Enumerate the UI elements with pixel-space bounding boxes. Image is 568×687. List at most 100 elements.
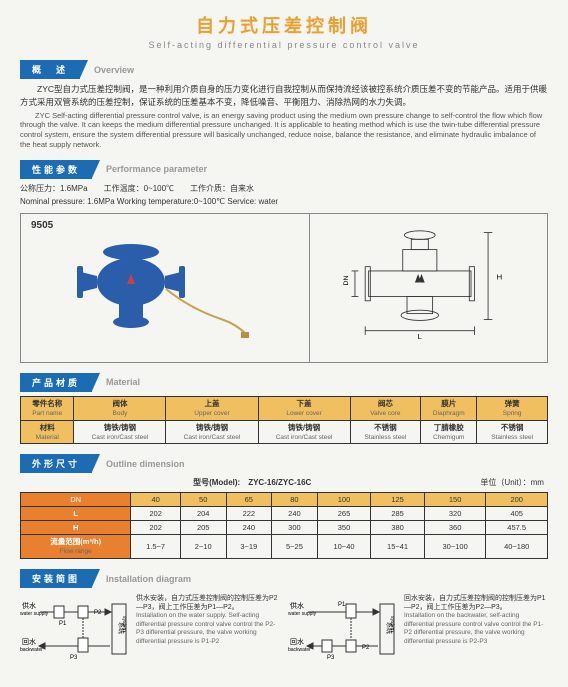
svg-text:P3: P3 <box>327 655 335 661</box>
dim-DN: DN <box>343 275 350 285</box>
dim-cell: 3~19 <box>226 535 272 559</box>
title-cn: 自力式压差控制阀 <box>20 12 548 38</box>
dimension-table: DN40506580100125150200L20220422224026528… <box>20 492 548 559</box>
dim-cell: 285 <box>371 507 425 521</box>
mat-tab-en: Material <box>106 377 140 387</box>
dim-header: 100 <box>317 493 371 507</box>
dim-cell: 240 <box>272 507 318 521</box>
svg-text:P1: P1 <box>338 602 346 608</box>
material-table: 零件名称Part name阀体Body上盖Upper cover下盖Lower … <box>20 396 548 445</box>
model-label: 型号(Model): <box>193 478 240 487</box>
spec-en: Nominal pressure: 1.6MPa Working tempera… <box>20 196 548 207</box>
dim-rowhdr: 流量范围(m³/h)Flow range <box>21 535 131 559</box>
mat-cell: 不锈钢Stainless steel <box>477 420 548 444</box>
dim-header: DN <box>21 493 131 507</box>
out-tab: 外形尺寸 <box>20 454 92 473</box>
dim-rowhdr: L <box>21 507 131 521</box>
dim-cell: 2~10 <box>180 535 226 559</box>
mat-tab: 产品材质 <box>20 373 92 392</box>
dim-cell: 205 <box>180 521 226 535</box>
dim-header: 50 <box>180 493 226 507</box>
overview-tab-en: Overview <box>94 65 134 75</box>
install-diagram-left: 供水 water supply 回水 backwater P1 P2 P3 系统… <box>20 594 130 664</box>
inst-tab-en: Installation diagram <box>106 574 191 584</box>
mat-header: 阀芯Valve core <box>350 396 421 420</box>
svg-text:system: system <box>121 616 127 632</box>
page-title: 自力式压差控制阀 Self-acting differential pressu… <box>20 12 548 50</box>
dim-cell: 240 <box>226 521 272 535</box>
dim-header: 150 <box>424 493 486 507</box>
dim-cell: 350 <box>317 521 371 535</box>
install-right-cn: 回水安装，自力式压差控制阀的控制压差为P1—P2，阀上工作压差为P2—P3。 <box>404 594 548 612</box>
image-panel: 9505 <box>20 213 548 363</box>
dim-header: 200 <box>486 493 548 507</box>
dim-cell: 380 <box>371 521 425 535</box>
dim-cell: 320 <box>424 507 486 521</box>
dim-cell: 300 <box>272 521 318 535</box>
performance-section: 性能参数 Performance parameter 公称压力：1.6MPa 工… <box>20 160 548 363</box>
mat-header: 零件名称Part name <box>21 396 74 420</box>
overview-tab: 概 述 <box>20 60 80 79</box>
material-section: 产品材质 Material 零件名称Part name阀体Body上盖Upper… <box>20 373 548 445</box>
dim-L: L <box>418 332 423 341</box>
valve-photo <box>71 234 251 364</box>
svg-text:供水: 供水 <box>290 601 304 610</box>
dim-cell: 10~40 <box>317 535 371 559</box>
product-photo-area: 9505 <box>21 214 310 362</box>
dim-cell: 222 <box>226 507 272 521</box>
dim-rowhdr: H <box>21 521 131 535</box>
dim-cell: 202 <box>131 521 181 535</box>
svg-text:water supply: water supply <box>20 611 49 617</box>
mat-header: 弹簧Spring <box>477 396 548 420</box>
overview-text-cn: ZYC型自力式压差控制阀，是一种利用介质自身的压力变化进行自我控制从而保持流经该… <box>20 83 548 109</box>
install-right-en: Installation on the backwater, self-acti… <box>404 612 548 646</box>
mat-cell: 材料Material <box>21 420 74 444</box>
svg-text:P2: P2 <box>94 610 102 616</box>
dimension-drawing: L H DN <box>310 214 547 362</box>
dim-header: 65 <box>226 493 272 507</box>
unit-label: 单位（Unit）：mm <box>480 477 544 488</box>
dim-header: 40 <box>131 493 181 507</box>
dim-cell: 30~100 <box>424 535 486 559</box>
outline-section: 外形尺寸 Outline dimension 型号(Model): ZYC-16… <box>20 454 548 559</box>
dim-cell: 457.5 <box>486 521 548 535</box>
title-en: Self-acting differential pressure contro… <box>20 40 548 50</box>
mat-header: 阀体Body <box>74 396 166 420</box>
overview-text-en: ZYC Self-acting differential pressure co… <box>20 111 548 150</box>
dim-H: H <box>497 272 503 281</box>
dim-cell: 204 <box>180 507 226 521</box>
svg-text:回水: 回水 <box>22 637 36 646</box>
svg-text:P2: P2 <box>362 645 370 651</box>
install-right: 供水 water supply 回水 backwater P1 P2 P3 系统… <box>288 594 548 664</box>
svg-text:P1: P1 <box>59 621 67 627</box>
model-value: ZYC-16/ZYC-16C <box>248 478 311 487</box>
dim-cell: 5~25 <box>272 535 318 559</box>
install-left-cn: 供水安装，自力式压差控制阀的控制压差为P2—P3，阀上工作压差为P1—P2。 <box>136 594 280 612</box>
out-tab-en: Outline dimension <box>106 459 185 469</box>
mat-cell: 不锈钢Stainless steel <box>350 420 421 444</box>
dim-cell: 360 <box>424 521 486 535</box>
dim-header: 125 <box>371 493 425 507</box>
mat-cell: 丁腈橡胶Chemigum <box>421 420 477 444</box>
mat-header: 下盖Lower cover <box>258 396 350 420</box>
overview-section: 概 述 Overview ZYC型自力式压差控制阀，是一种利用介质自身的压力变化… <box>20 60 548 150</box>
dim-cell: 40~180 <box>486 535 548 559</box>
mat-header: 膜片Diaphragm <box>421 396 477 420</box>
svg-text:backwater: backwater <box>20 647 43 653</box>
mat-header: 上盖Upper cover <box>166 396 258 420</box>
install-left: 供水 water supply 回水 backwater P1 P2 P3 系统… <box>20 594 280 664</box>
install-left-en: Installation on the water supply. Self-a… <box>136 612 280 646</box>
svg-text:P3: P3 <box>70 655 78 661</box>
install-section: 安装简图 Installation diagram 供水 water suppl… <box>20 569 548 664</box>
mat-cell: 铸铁/铸钢Cast iron/Cast steel <box>166 420 258 444</box>
perf-tab: 性能参数 <box>20 160 92 179</box>
svg-text:water supply: water supply <box>288 611 317 617</box>
dim-cell: 15~41 <box>371 535 425 559</box>
svg-text:回水: 回水 <box>290 637 304 646</box>
install-diagram-right: 供水 water supply 回水 backwater P1 P2 P3 系统… <box>288 594 398 664</box>
svg-text:backwater: backwater <box>288 647 311 653</box>
svg-text:system: system <box>389 616 395 632</box>
perf-tab-en: Performance parameter <box>106 164 207 174</box>
product-number: 9505 <box>31 220 53 231</box>
dim-cell: 265 <box>317 507 371 521</box>
